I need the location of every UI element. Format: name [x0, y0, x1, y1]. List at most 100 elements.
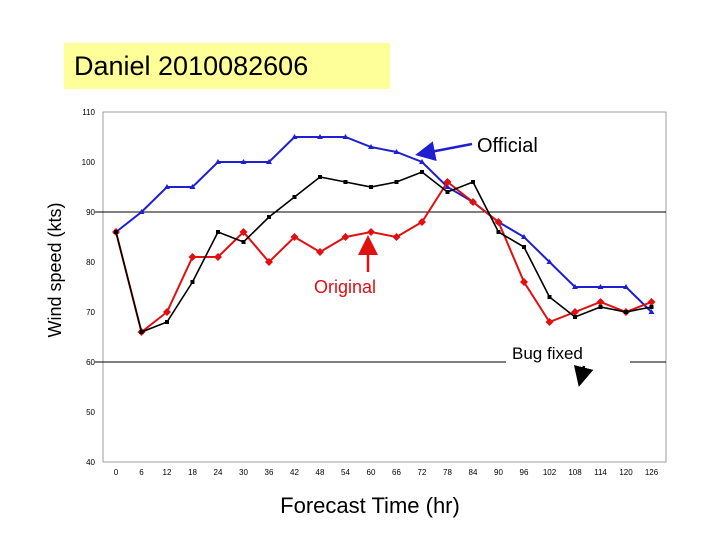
x-tick-label: 54: [341, 468, 350, 477]
y-tick-label: 110: [82, 108, 95, 117]
x-tick-label: 36: [265, 468, 274, 477]
data-point-original: [520, 278, 528, 286]
legend-label-original: Original: [314, 277, 376, 297]
x-tick-label: 126: [645, 468, 659, 477]
data-point-official: [393, 149, 400, 154]
data-point-official: [138, 209, 145, 214]
data-point-bug-fixed: [522, 245, 526, 249]
data-point-bug-fixed: [394, 180, 399, 184]
data-point-original: [647, 298, 656, 306]
legend-label-bug-fixed: Bug fixed: [512, 344, 583, 363]
data-point-bug-fixed: [114, 230, 118, 234]
plot-area: [102, 111, 667, 463]
data-point-original: [596, 298, 605, 306]
data-point-original: [494, 218, 503, 226]
x-tick-label: 78: [443, 468, 452, 477]
x-tick-label: 18: [188, 468, 197, 477]
y-tick-label: 50: [86, 408, 95, 417]
data-point-bug-fixed: [139, 330, 144, 334]
series-line-bug-fixed: [115, 171, 652, 334]
data-point-bug-fixed: [241, 240, 246, 244]
data-point-bug-fixed: [267, 215, 271, 219]
x-tick-label: 84: [469, 468, 478, 477]
x-tick-label: 48: [316, 468, 325, 477]
data-point-original: [316, 248, 324, 256]
data-point-official: [342, 134, 349, 139]
data-point-bug-fixed: [598, 305, 603, 309]
data-point-official: [266, 159, 272, 164]
data-point-original: [265, 258, 273, 266]
data-point-official: [572, 284, 578, 289]
x-tick-label: 6: [139, 468, 144, 477]
x-tick-label: 66: [392, 468, 401, 477]
x-tick-label: 24: [214, 468, 223, 477]
data-point-original: [571, 308, 579, 316]
legend-bg-bug-fixed: [506, 343, 630, 367]
x-tick-label: 30: [239, 468, 248, 477]
chart-title: Daniel 2010082606: [64, 43, 390, 89]
data-point-official: [240, 159, 247, 164]
data-point-official: [419, 159, 425, 164]
y-tick-label: 100: [82, 158, 96, 167]
data-point-original: [290, 233, 299, 241]
data-point-bug-fixed: [496, 230, 501, 234]
data-point-bug-fixed: [318, 175, 322, 179]
data-point-official: [317, 134, 323, 139]
data-point-official: [291, 134, 298, 139]
data-point-bug-fixed: [624, 310, 628, 314]
data-point-bug-fixed: [292, 195, 297, 199]
data-point-official: [546, 259, 553, 264]
x-tick-label: 0: [114, 468, 119, 477]
data-point-original: [163, 308, 171, 316]
y-axis-label: Wind speed (kts): [45, 202, 65, 337]
legend-arrow-official: [415, 141, 473, 161]
data-point-original: [239, 228, 248, 236]
data-point-official: [368, 144, 374, 149]
x-tick-label: 102: [543, 468, 557, 477]
y-tick-label: 60: [86, 358, 95, 367]
data-point-official: [521, 234, 527, 239]
data-point-bug-fixed: [471, 180, 475, 184]
data-point-official: [597, 284, 604, 289]
data-point-original: [341, 233, 350, 241]
legend-arrow-bug-fixed: [573, 365, 594, 387]
legend-label-official: Official: [477, 135, 538, 157]
data-point-bug-fixed: [573, 315, 577, 319]
data-point-bug-fixed: [343, 180, 348, 184]
data-point-bug-fixed: [216, 230, 220, 234]
x-tick-label: 72: [418, 468, 427, 477]
data-point-official: [215, 159, 221, 164]
data-point-original: [545, 318, 554, 326]
y-tick-label: 90: [86, 208, 95, 217]
data-point-official: [623, 284, 629, 289]
x-tick-label: 96: [520, 468, 529, 477]
data-point-official: [189, 184, 196, 189]
x-tick-label: 42: [290, 468, 299, 477]
data-point-original: [469, 198, 477, 206]
data-point-bug-fixed: [420, 170, 424, 174]
data-point-bug-fixed: [369, 185, 373, 189]
x-tick-label: 120: [619, 468, 633, 477]
data-point-bug-fixed: [649, 305, 654, 309]
y-tick-label: 40: [86, 458, 95, 467]
y-tick-label: 70: [86, 308, 95, 317]
data-point-bug-fixed: [190, 280, 195, 284]
data-point-official: [648, 309, 655, 314]
x-tick-label: 60: [367, 468, 376, 477]
data-point-bug-fixed: [445, 190, 450, 194]
x-tick-label: 114: [594, 468, 607, 477]
legend-bg-original: [310, 274, 390, 298]
data-point-original: [418, 218, 426, 226]
data-point-bug-fixed: [547, 295, 552, 299]
data-point-official: [444, 184, 451, 189]
data-point-original: [367, 228, 375, 236]
data-point-original: [392, 233, 401, 241]
data-point-original: [443, 178, 452, 186]
y-tick-label: 80: [86, 258, 95, 267]
x-axis-label: Forecast Time (hr): [280, 493, 460, 518]
x-tick-label: 12: [163, 468, 172, 477]
data-point-bug-fixed: [165, 320, 169, 324]
data-point-original: [214, 253, 222, 261]
x-tick-label: 108: [568, 468, 582, 477]
